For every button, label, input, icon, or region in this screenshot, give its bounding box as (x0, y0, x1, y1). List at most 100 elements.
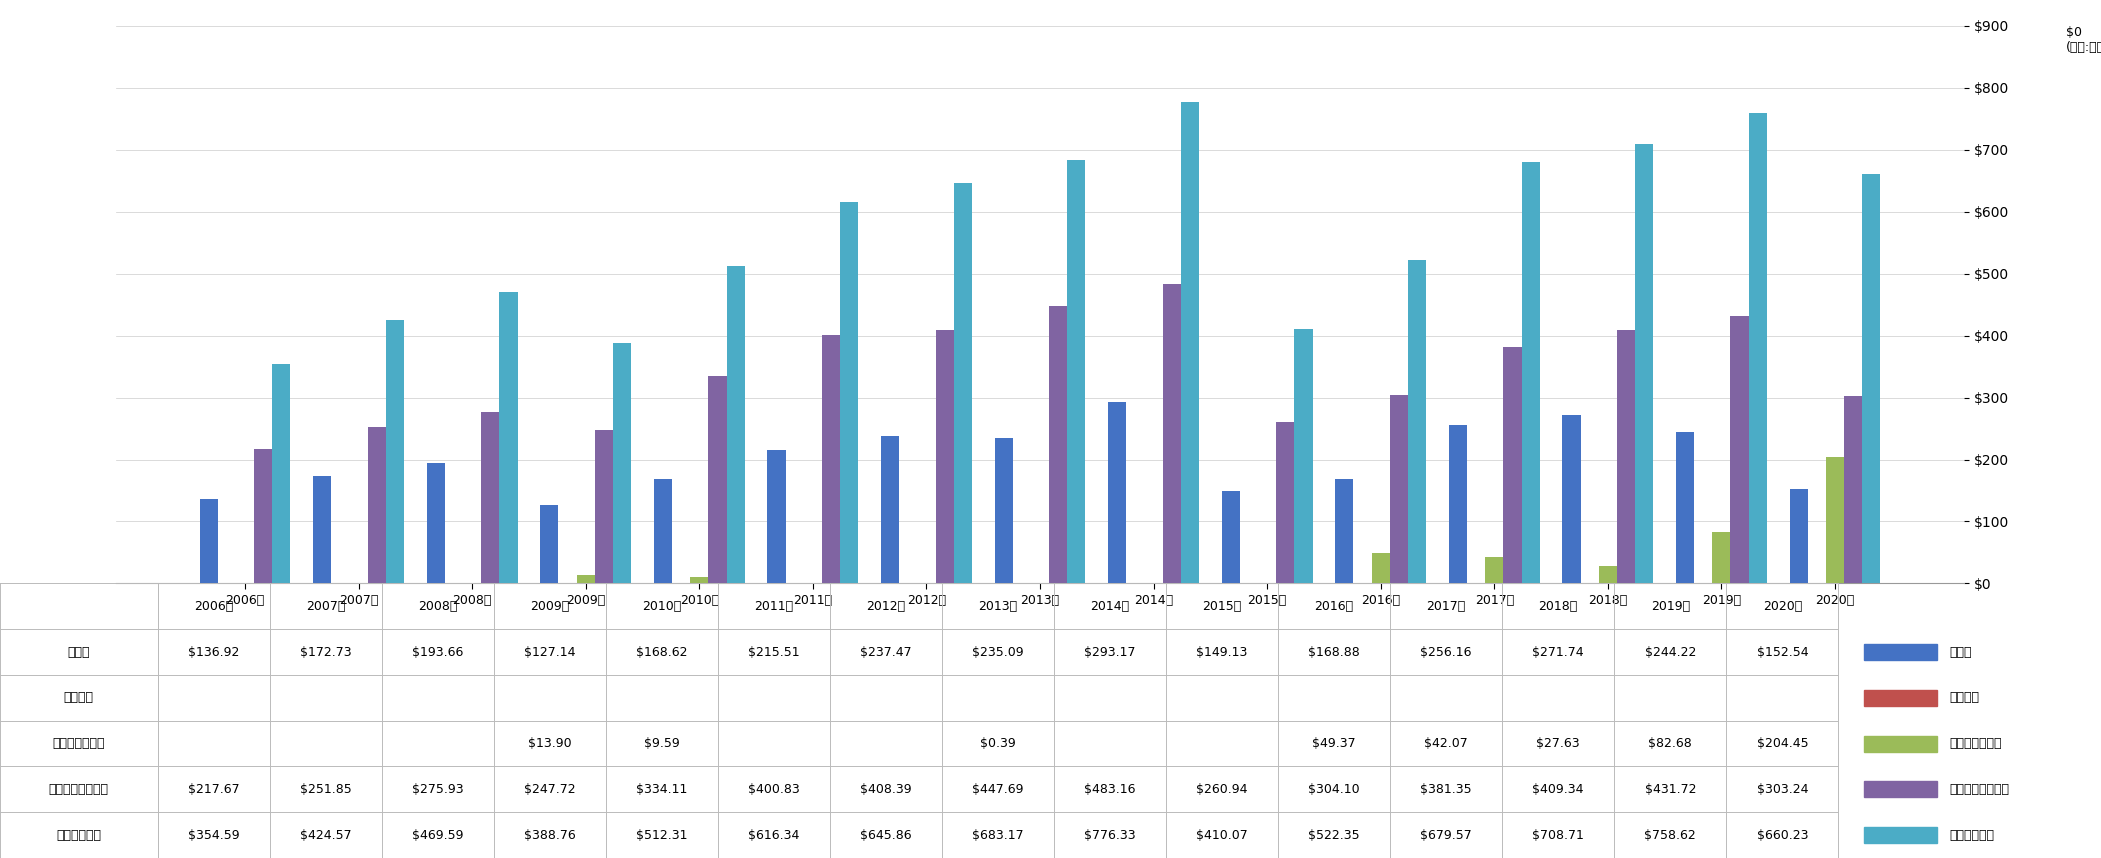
Text: $193.66: $193.66 (412, 645, 464, 659)
Text: 2018年: 2018年 (1538, 600, 1578, 613)
Text: $204.45: $204.45 (1756, 737, 1809, 750)
Text: $271.74: $271.74 (1532, 645, 1584, 659)
Text: $42.07: $42.07 (1424, 737, 1469, 750)
Text: $127.14: $127.14 (523, 645, 576, 659)
Bar (994, 438, 1013, 583)
Text: $13.90: $13.90 (527, 737, 571, 750)
Text: 2020年: 2020年 (1763, 600, 1803, 613)
Text: 2019年: 2019年 (1651, 600, 1689, 613)
Bar (727, 266, 744, 583)
Bar (1504, 347, 1521, 583)
Text: 2007年: 2007年 (307, 600, 345, 613)
Text: 2016年: 2016年 (1315, 600, 1353, 613)
Text: $522.35: $522.35 (1309, 829, 1359, 842)
Bar (1861, 174, 1880, 583)
Bar (1864, 782, 1937, 797)
Bar (1599, 566, 1618, 583)
Bar (1635, 144, 1653, 583)
Text: 短期有利子負債: 短期有利子負債 (1950, 737, 2002, 750)
Text: $235.09: $235.09 (973, 645, 1023, 659)
Bar (653, 479, 672, 583)
Bar (1712, 532, 1731, 583)
Text: $168.62: $168.62 (637, 645, 687, 659)
Text: $512.31: $512.31 (637, 829, 687, 842)
Bar (880, 436, 899, 583)
Text: その他の流動負債: その他の流動負債 (48, 782, 109, 796)
Text: $400.83: $400.83 (748, 782, 800, 796)
Text: 2014年: 2014年 (1090, 600, 1130, 613)
Text: $431.72: $431.72 (1645, 782, 1696, 796)
Text: 2008年: 2008年 (418, 600, 458, 613)
Text: $237.47: $237.47 (859, 645, 912, 659)
Text: $469.59: $469.59 (412, 829, 464, 842)
Text: 2011年: 2011年 (754, 600, 794, 613)
Text: $260.94: $260.94 (1195, 782, 1248, 796)
Text: $275.93: $275.93 (412, 782, 464, 796)
Bar (540, 505, 559, 583)
Bar (368, 427, 387, 583)
Text: $409.34: $409.34 (1532, 782, 1584, 796)
Text: 買掛金: 買掛金 (67, 645, 90, 659)
Text: $244.22: $244.22 (1645, 645, 1696, 659)
Bar (1521, 162, 1540, 583)
Text: $304.10: $304.10 (1309, 782, 1359, 796)
Text: $0.39: $0.39 (979, 737, 1017, 750)
Bar (1864, 644, 1937, 660)
Text: $334.11: $334.11 (637, 782, 687, 796)
Text: $381.35: $381.35 (1420, 782, 1473, 796)
Text: $483.16: $483.16 (1084, 782, 1137, 796)
Text: $49.37: $49.37 (1313, 737, 1355, 750)
Bar (427, 463, 445, 583)
Bar (387, 320, 403, 583)
Bar (1048, 306, 1067, 583)
Bar (840, 202, 859, 583)
Text: $168.88: $168.88 (1309, 645, 1359, 659)
Text: $256.16: $256.16 (1420, 645, 1473, 659)
Bar (273, 364, 290, 583)
Text: 2017年: 2017年 (1427, 600, 1466, 613)
Bar (200, 498, 219, 583)
Text: $27.63: $27.63 (1536, 737, 1580, 750)
Text: 買掛金: 買掛金 (1950, 645, 1973, 659)
Text: $217.67: $217.67 (187, 782, 240, 796)
Text: $683.17: $683.17 (973, 829, 1023, 842)
Text: $172.73: $172.73 (300, 645, 351, 659)
Text: その他の流動負債: その他の流動負債 (1950, 782, 2009, 796)
Text: $616.34: $616.34 (748, 829, 800, 842)
Bar (821, 335, 840, 583)
Text: $293.17: $293.17 (1084, 645, 1137, 659)
Bar (1864, 735, 1937, 752)
Bar (595, 430, 613, 583)
Text: $388.76: $388.76 (523, 829, 576, 842)
Text: $645.86: $645.86 (859, 829, 912, 842)
Bar (1294, 329, 1313, 583)
Bar (935, 330, 954, 583)
Bar (613, 342, 630, 583)
Text: $447.69: $447.69 (973, 782, 1023, 796)
Bar (1731, 316, 1748, 583)
Text: $408.39: $408.39 (859, 782, 912, 796)
Bar (576, 575, 595, 583)
Bar (500, 293, 517, 583)
Bar (1336, 479, 1353, 583)
Bar (1677, 432, 1693, 583)
Text: 繰延収益: 繰延収益 (63, 692, 95, 704)
Bar (708, 377, 727, 583)
Bar (1067, 160, 1086, 583)
Text: $251.85: $251.85 (300, 782, 351, 796)
Bar (1389, 395, 1408, 583)
Text: 2009年: 2009年 (529, 600, 569, 613)
Text: $354.59: $354.59 (187, 829, 240, 842)
Text: $660.23: $660.23 (1756, 829, 1809, 842)
Bar (1408, 260, 1427, 583)
Text: 2015年: 2015年 (1202, 600, 1242, 613)
Text: $424.57: $424.57 (300, 829, 351, 842)
Text: $9.59: $9.59 (643, 737, 681, 750)
Bar (1181, 102, 1200, 583)
Text: 流動負債合計: 流動負債合計 (1950, 829, 1994, 842)
Bar (1450, 425, 1466, 583)
Bar (1275, 422, 1294, 583)
Bar (313, 476, 332, 583)
Text: 流動負債合計: 流動負債合計 (57, 829, 101, 842)
Text: $82.68: $82.68 (1649, 737, 1691, 750)
